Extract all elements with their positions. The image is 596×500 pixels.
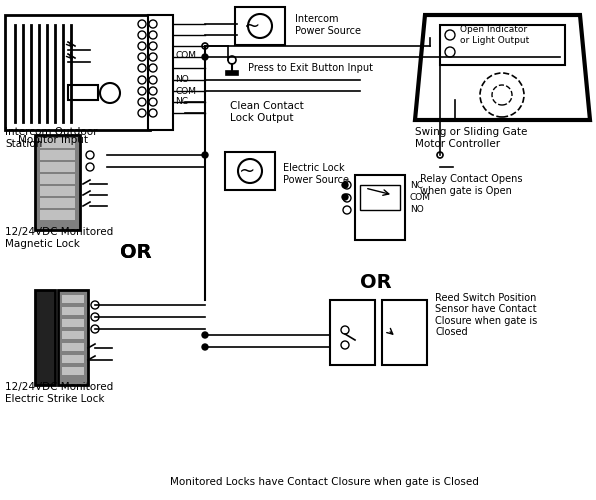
Text: Swing or Sliding Gate
Motor Controller: Swing or Sliding Gate Motor Controller [415,127,527,149]
Bar [62,343,84,351]
Circle shape [149,98,157,106]
Text: Reed Switch Position
Sensor have Contact
Closure when gate is
Closed: Reed Switch Position Sensor have Contact… [435,292,537,338]
Text: Intercom Outdoor
Station: Intercom Outdoor Station [5,127,98,149]
Text: Relay Contact Opens
when gate is Open: Relay Contact Opens when gate is Open [420,174,523,196]
Circle shape [138,20,146,28]
Circle shape [202,344,208,350]
Circle shape [343,194,351,202]
Circle shape [138,53,146,61]
Circle shape [138,109,146,117]
Circle shape [445,30,455,40]
Bar [62,331,84,339]
Text: OR: OR [120,242,151,262]
Circle shape [138,42,146,50]
Text: 12/24VDC Monitored
Electric Strike Lock: 12/24VDC Monitored Electric Strike Lock [5,382,113,404]
Circle shape [138,31,146,39]
Text: Press to Exit Button Input: Press to Exit Button Input [248,63,373,73]
Bar [40,210,75,220]
Bar [148,15,173,130]
Bar [62,319,84,327]
Bar [5,15,150,130]
Text: NC: NC [175,98,188,106]
Bar [440,25,565,65]
Circle shape [91,313,99,321]
Circle shape [202,54,208,60]
Circle shape [445,47,455,57]
Bar [355,175,405,240]
Bar [330,300,375,365]
Circle shape [202,152,208,158]
Bar [40,138,75,148]
Circle shape [202,43,208,49]
Circle shape [149,53,157,61]
Circle shape [341,341,349,349]
Bar [35,290,55,385]
Bar [40,174,75,184]
Circle shape [343,181,351,189]
Bar [360,185,400,210]
Circle shape [138,64,146,72]
Circle shape [149,42,157,50]
Circle shape [149,31,157,39]
Circle shape [138,76,146,84]
Text: ~: ~ [239,162,255,180]
Bar [35,135,80,230]
Circle shape [138,98,146,106]
Text: OR: OR [120,242,151,262]
Text: COM: COM [175,86,196,96]
Circle shape [149,20,157,28]
Text: Electric Lock
Power Source: Electric Lock Power Source [283,163,349,185]
Text: OR: OR [360,272,392,291]
Circle shape [228,56,236,64]
Circle shape [149,76,157,84]
Circle shape [343,206,351,214]
Bar [62,355,84,363]
Bar [58,290,88,385]
Circle shape [86,163,94,171]
Text: COM: COM [175,50,196,59]
Circle shape [138,87,146,95]
Bar [40,150,75,160]
Text: Monitor Input: Monitor Input [18,135,88,145]
Circle shape [342,182,348,188]
Bar [62,307,84,315]
Circle shape [100,83,120,103]
Circle shape [149,64,157,72]
Circle shape [91,301,99,309]
Bar [226,71,238,75]
Bar [62,295,84,303]
Circle shape [149,109,157,117]
Text: Intercom
Power Source: Intercom Power Source [295,14,361,36]
Text: NO: NO [410,206,424,214]
Circle shape [149,87,157,95]
Circle shape [86,151,94,159]
Bar [40,198,75,208]
Bar [235,7,285,45]
Text: COM: COM [410,194,431,202]
Circle shape [437,152,443,158]
Bar [40,186,75,196]
Text: Open Indicator
or Light Output: Open Indicator or Light Output [460,26,529,44]
Text: Clean Contact
Lock Output: Clean Contact Lock Output [230,101,304,123]
Circle shape [91,325,99,333]
Bar [382,300,427,365]
Bar [40,162,75,172]
Text: 12/24VDC Monitored
Magnetic Lock: 12/24VDC Monitored Magnetic Lock [5,227,113,249]
Bar [225,152,275,190]
Circle shape [341,326,349,334]
Text: NC: NC [410,180,423,190]
Circle shape [202,332,208,338]
Text: ~: ~ [244,16,260,36]
Circle shape [342,194,348,200]
Bar [68,85,98,100]
Text: NO: NO [175,76,189,84]
Text: Monitored Locks have Contact Closure when gate is Closed: Monitored Locks have Contact Closure whe… [170,477,479,487]
Bar [62,367,84,375]
